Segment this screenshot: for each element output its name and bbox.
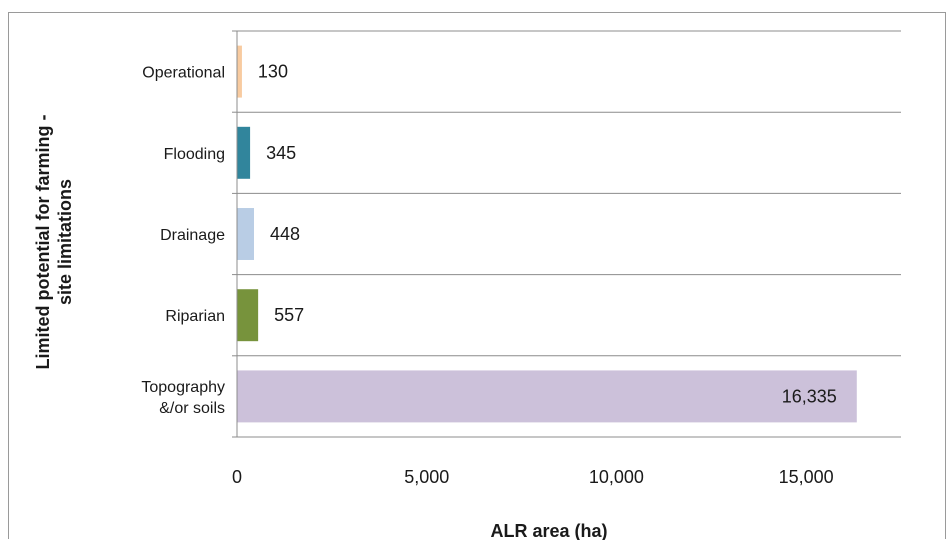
category-label: Operational [142,65,225,82]
category-label: Topography [141,379,225,396]
data-label: 448 [270,224,300,244]
category-label: Drainage [160,227,225,244]
x-axis-title: ALR area (ha) [490,521,607,540]
bar-riparian [237,289,259,342]
x-tick-label: 0 [232,467,242,487]
bar-chart: Operational 130 Flooding 345 Drainage 448 Ripa… [33,30,901,540]
bar-drainage [237,208,254,260]
bars [237,45,857,423]
x-tick-label: 10,000 [589,467,644,487]
bar-operational [237,45,242,98]
data-label: 345 [266,143,296,163]
category-label: Flooding [164,146,225,163]
y-axis-title-line: site limitations [55,179,75,305]
bar-topography-or-soils [237,370,857,423]
bar-flooding [237,126,251,179]
category-label: &/or soils [159,400,225,417]
data-label: 130 [258,62,288,82]
gridlines [232,30,901,438]
y-axis-title-line: Limited potential for farming - [33,114,53,369]
x-tick-label: 5,000 [404,467,449,487]
chart-frame: Operational 130 Flooding 345 Drainage 448 Ripa… [8,12,946,540]
labels: Operational 130 Flooding 345 Drainage 448 Ripa… [141,62,836,487]
x-tick-label: 15,000 [779,467,834,487]
data-label: 16,335 [782,386,837,406]
category-label: Riparian [165,308,225,325]
data-label: 557 [274,305,304,325]
y-axis-title: Limited potential for farming - site limi… [33,114,75,369]
